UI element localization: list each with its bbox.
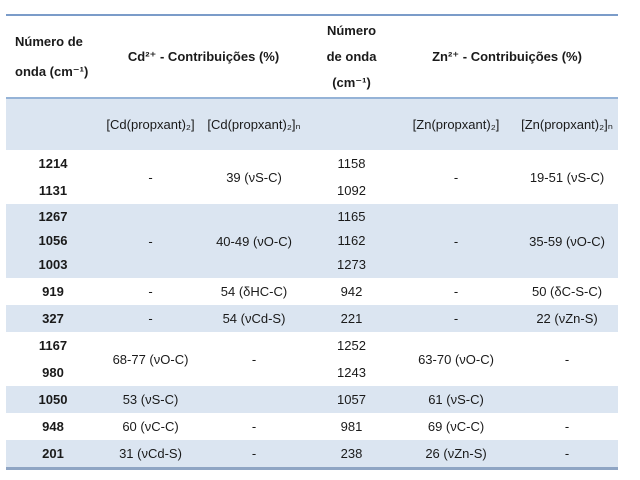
- wavenumber-header-zn: Número de onda (cm⁻¹): [307, 15, 396, 98]
- wavenumber-value: 980: [42, 365, 64, 380]
- zn-polymer-contribution-cell: 22 (νZn-S): [536, 311, 598, 326]
- zn-contributions-header: Zn²⁺ - Contribuições (%): [432, 48, 582, 64]
- zn-polymer-contribution-cell: -: [564, 351, 570, 367]
- wavenumber-value: 948: [42, 419, 64, 434]
- wavenumber-value: 238: [340, 446, 363, 461]
- zn-dimer-contribution-cell: -: [453, 233, 459, 249]
- cd-dimer-contribution-cell: 31 (νCd-S): [119, 446, 182, 461]
- wavenumber-value: 1003: [38, 257, 68, 272]
- zn-polymer-contribution-cell: -: [564, 446, 570, 461]
- cd-dimer-contribution-cell: 68-77 (νO-C): [112, 351, 189, 367]
- zn-dimer-contribution-cell: -: [453, 169, 459, 185]
- cd-polymer-contribution-cell: 54 (δHC-C): [220, 284, 288, 299]
- cd-polymer-subheader: [Cd(propxant)₂]ₙ: [207, 116, 301, 132]
- wavenumber-header-line: onda (cm⁻¹): [15, 63, 89, 79]
- zn-polymer-contribution-cell: 35-59 (νO-C): [529, 233, 605, 249]
- zn-wavenumber-cell: 238: [307, 440, 396, 469]
- wavenumber-value: 1050: [38, 392, 68, 407]
- zn-polymer-contribution-cell: 19-51 (νS-C): [529, 169, 605, 185]
- table-row: 1050 53 (νS-C) 1057 61 (νS-C): [6, 386, 619, 413]
- wavenumber-value: 1162: [337, 233, 366, 248]
- wavenumber-value: 1243: [337, 365, 366, 380]
- wavenumber-value: 1267: [38, 209, 68, 224]
- wavenumber-value: 1214: [38, 156, 68, 171]
- cd-wavenumber-cell: 201: [6, 440, 100, 469]
- table-row: 201 31 (νCd-S) - 238 26 (νZn-S) -: [6, 440, 619, 469]
- zn-wavenumber-cell: 981: [307, 413, 396, 440]
- table-row: 327 - 54 (νCd-S) 221 - 22 (νZn-S): [6, 305, 619, 332]
- table-row: 948 60 (νC-C) - 981 69 (νC-C) -: [6, 413, 618, 440]
- cd-contributions-header: Cd²⁺ - Contribuições (%): [127, 48, 280, 64]
- cd-polymer-contribution-cell: 40-49 (νO-C): [216, 233, 292, 249]
- zn-dimer-subheader: [Zn(propxant)₂]: [412, 117, 500, 132]
- cd-dimer-contribution-cell: -: [148, 311, 153, 326]
- cd-polymer-contribution-cell: -: [251, 419, 257, 434]
- cd-wavenumber-cell: 1167 980: [6, 332, 100, 386]
- cd-polymer-contribution-cell: 54 (νCd-S): [222, 311, 286, 326]
- wavenumber-value: 1273: [337, 257, 366, 272]
- table-subheader-row: [Cd(propxant)₂] [Cd(propxant)₂]ₙ [Zn(pro…: [6, 98, 619, 150]
- table-row: 1167 980 68-77 (νO-C) - 1252 1243 63-70 …: [6, 332, 618, 386]
- cd-polymer-contribution-cell: -: [251, 351, 257, 367]
- zn-polymer-contribution-cell: 50 (δC-S-C): [531, 284, 603, 299]
- wavenumber-header-cd: Número de onda (cm⁻¹): [6, 15, 100, 98]
- wavenumber-value: 1252: [337, 338, 366, 353]
- cd-dimer-subheader: [Cd(propxant)₂]: [106, 117, 195, 132]
- cd-wavenumber-cell: 327: [6, 305, 100, 332]
- cd-dimer-contribution-cell: 60 (νC-C): [122, 419, 179, 434]
- wavenumber-value: 1165: [337, 209, 366, 224]
- zn-dimer-contribution-cell: -: [453, 311, 459, 326]
- zn-dimer-contribution-cell: 26 (νZn-S): [425, 446, 487, 461]
- zn-dimer-contribution-cell: 61 (νS-C): [428, 392, 484, 407]
- wavenumber-value: 221: [340, 311, 363, 326]
- zn-wavenumber-cell: 942: [307, 278, 396, 305]
- wavenumber-header-line: (cm⁻¹): [332, 74, 371, 90]
- wavenumber-header-line: Número de: [15, 33, 83, 49]
- cd-wavenumber-cell: 919: [6, 278, 100, 305]
- zn-polymer-contribution-cell: -: [564, 419, 570, 434]
- cd-dimer-contribution-cell: -: [148, 169, 153, 185]
- wavenumber-value: 919: [42, 284, 64, 299]
- wavenumber-value: 1057: [337, 392, 366, 407]
- zn-polymer-contribution-cell: [516, 386, 618, 413]
- table-row: 919 - 54 (δHC-C) 942 - 50 (δC-S-C): [6, 278, 618, 305]
- table-row: 1267 1056 1003 - 40-49 (νO-C) 1165 1162 …: [6, 204, 619, 278]
- zn-wavenumber-cell: 1158 1092: [307, 150, 396, 204]
- zn-wavenumber-cell: 221: [307, 305, 396, 332]
- vibrational-contributions-table: Número de onda (cm⁻¹) Cd²⁺ - Contribuiçõ…: [6, 14, 619, 470]
- table-row: 1214 1131 - 39 (νS-C) 1158 1092 - 19-51 …: [6, 150, 618, 204]
- zn-wavenumber-cell: 1252 1243: [307, 332, 396, 386]
- wavenumber-value: 1131: [38, 183, 68, 198]
- wavenumber-value: 327: [42, 311, 64, 326]
- zn-dimer-contribution-cell: 69 (νC-C): [427, 419, 485, 434]
- cd-dimer-contribution-cell: -: [148, 233, 153, 249]
- zn-dimer-contribution-cell: -: [453, 284, 459, 299]
- wavenumber-header-line: de onda: [326, 48, 377, 64]
- wavenumber-value: 1158: [337, 156, 366, 171]
- table-header-row: Número de onda (cm⁻¹) Cd²⁺ - Contribuiçõ…: [6, 15, 619, 98]
- cd-dimer-contribution-cell: 53 (νS-C): [122, 392, 179, 407]
- wavenumber-header-line: Número: [326, 22, 377, 38]
- wavenumber-value: 981: [340, 419, 363, 434]
- empty-subheader-cell: [307, 98, 396, 150]
- zn-wavenumber-cell: 1057: [307, 386, 396, 413]
- empty-subheader-cell: [6, 98, 100, 150]
- cd-dimer-contribution-cell: -: [148, 284, 153, 299]
- wavenumber-value: 201: [42, 446, 64, 461]
- cd-polymer-contribution-cell: 39 (νS-C): [226, 169, 282, 185]
- wavenumber-value: 1092: [337, 183, 366, 198]
- zn-dimer-contribution-cell: 63-70 (νO-C): [418, 351, 494, 367]
- wavenumber-value: 1167: [38, 338, 68, 353]
- wavenumber-value: 942: [340, 284, 363, 299]
- zn-wavenumber-cell: 1165 1162 1273: [307, 204, 396, 278]
- cd-wavenumber-cell: 1267 1056 1003: [6, 204, 100, 278]
- cd-wavenumber-cell: 948: [6, 413, 100, 440]
- cd-polymer-contribution-cell: [201, 386, 307, 413]
- zn-polymer-subheader: [Zn(propxant)₂]ₙ: [521, 116, 613, 132]
- wavenumber-value: 1056: [38, 233, 68, 248]
- cd-wavenumber-cell: 1214 1131: [6, 150, 100, 204]
- cd-wavenumber-cell: 1050: [6, 386, 100, 413]
- cd-polymer-contribution-cell: -: [251, 446, 257, 461]
